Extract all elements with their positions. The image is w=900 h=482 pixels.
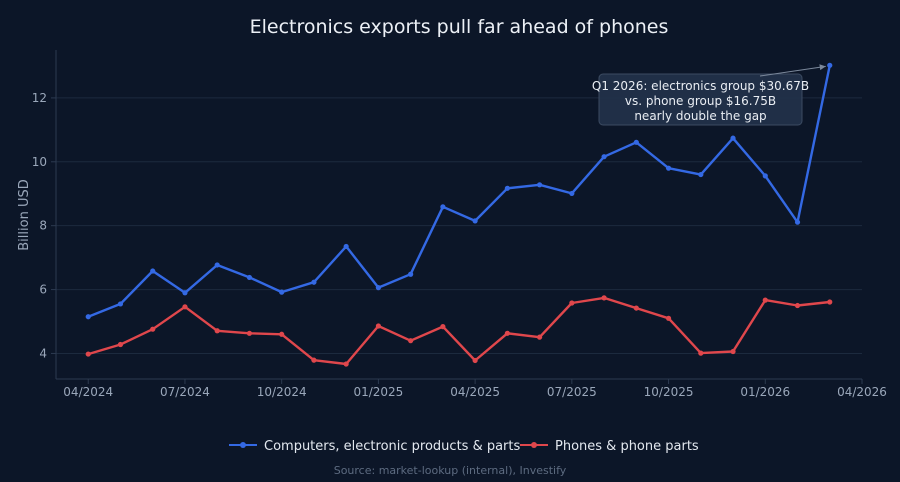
point-phones-2025-12[interactable] <box>730 348 736 355</box>
point-phones-2024-12[interactable] <box>343 361 349 367</box>
point-phones-2025-08[interactable] <box>601 295 607 301</box>
source-note: Source: market-lookup (internal), Invest… <box>334 464 567 477</box>
point-electronics-2024-10[interactable] <box>279 289 285 295</box>
y-axis-title: Billion USD <box>17 179 32 250</box>
point-electronics-2025-02[interactable] <box>408 271 414 277</box>
annotation-box <box>598 73 803 126</box>
point-phones-2025-02[interactable] <box>408 338 414 344</box>
point-electronics-2025-06[interactable] <box>537 182 543 188</box>
point-electronics-2025-03[interactable] <box>440 204 446 210</box>
point-electronics-2025-05[interactable] <box>504 185 510 191</box>
point-phones-2026-01[interactable] <box>762 297 768 303</box>
series-line-phones <box>86 296 831 366</box>
point-electronics-2025-07[interactable] <box>569 190 575 197</box>
point-phones-2024-10[interactable] <box>279 331 285 337</box>
point-phones-2024-05[interactable] <box>117 341 124 348</box>
point-electronics-2026-02[interactable] <box>794 219 801 225</box>
point-electronics-2026-03[interactable] <box>827 62 833 68</box>
xtick-label-2024-07: 07/2024 <box>160 385 210 399</box>
point-electronics-2024-04[interactable] <box>85 314 91 320</box>
annotation-line-2: vs. phone group $16.75B <box>625 94 776 108</box>
point-phones-2025-10[interactable] <box>665 315 672 321</box>
xtick-label-2026-01: 01/2026 <box>740 385 790 399</box>
point-electronics-2025-04[interactable] <box>472 218 478 224</box>
legend-label-phones: Phones & phone parts <box>555 439 699 454</box>
point-phones-2025-04[interactable] <box>472 357 478 364</box>
annotation-arrowhead <box>819 64 826 71</box>
point-electronics-2025-11[interactable] <box>698 171 704 178</box>
ytick-label-6: 6 <box>39 283 47 297</box>
legend-marker-electronics <box>240 442 246 448</box>
xtick-label-2024-10: 10/2024 <box>257 385 307 399</box>
point-electronics-2026-01[interactable] <box>762 173 768 179</box>
x-ticks: 04/2024 07/2024 10/2024 01/2025 04/2025 07/20… <box>63 379 887 399</box>
point-electronics-2024-08[interactable] <box>214 262 220 268</box>
point-phones-2025-03[interactable] <box>440 324 446 330</box>
series-line-electronics <box>86 64 831 318</box>
point-phones-2024-11[interactable] <box>311 357 317 363</box>
series-layer <box>85 62 833 367</box>
point-phones-2024-06[interactable] <box>150 326 156 332</box>
point-electronics-2024-12[interactable] <box>343 243 349 250</box>
point-phones-2026-03[interactable] <box>827 299 833 305</box>
axes-layer <box>55 50 862 380</box>
point-electronics-2025-10[interactable] <box>665 165 672 171</box>
ytick-label-12: 12 <box>32 91 47 105</box>
point-phones-2025-11[interactable] <box>698 350 704 356</box>
annotation-line-1: Q1 2026: electronics group $30.67B <box>592 79 809 93</box>
point-electronics-2024-05[interactable] <box>117 301 124 307</box>
ytick-label-4: 4 <box>39 346 47 360</box>
legend-item-phones[interactable]: Phones & phone parts <box>520 439 699 454</box>
point-phones-2024-09[interactable] <box>246 330 253 336</box>
point-phones-2025-05[interactable] <box>504 330 510 336</box>
legend-marker-phones <box>531 442 537 448</box>
point-electronics-2025-09[interactable] <box>633 139 639 145</box>
point-phones-2024-04[interactable] <box>85 351 91 357</box>
ytick-label-10: 10 <box>32 155 47 169</box>
point-phones-2024-08[interactable] <box>214 328 220 334</box>
xtick-label-2026-04: 04/2026 <box>837 385 887 399</box>
point-electronics-2025-12[interactable] <box>730 135 736 141</box>
annotation-line-3: nearly double the gap <box>634 109 766 123</box>
grid-layer <box>56 97 862 354</box>
point-electronics-2024-07[interactable] <box>182 290 188 296</box>
y-ticks: 4 6 8 10 12 <box>32 91 56 360</box>
xtick-label-2025-01: 01/2025 <box>353 385 403 399</box>
point-electronics-2024-09[interactable] <box>246 274 253 281</box>
point-phones-2025-09[interactable] <box>633 305 639 311</box>
point-phones-2025-01[interactable] <box>375 323 381 329</box>
point-phones-2025-07[interactable] <box>569 300 575 306</box>
ytick-label-8: 8 <box>39 219 47 233</box>
legend-label-electronics: Computers, electronic products & parts <box>264 439 520 454</box>
xtick-label-2024-04: 04/2024 <box>63 385 113 399</box>
xtick-label-2025-07: 07/2025 <box>547 385 597 399</box>
point-phones-2026-02[interactable] <box>794 302 801 309</box>
point-phones-2024-07[interactable] <box>182 304 188 310</box>
point-electronics-2025-01[interactable] <box>375 285 381 291</box>
point-electronics-2024-11[interactable] <box>311 279 317 285</box>
xtick-label-2025-04: 04/2025 <box>450 385 500 399</box>
point-phones-2025-06[interactable] <box>537 334 543 340</box>
chart-title: Electronics exports pull far ahead of ph… <box>250 16 669 38</box>
legend-item-electronics[interactable]: Computers, electronic products & parts <box>229 439 520 454</box>
point-electronics-2025-08[interactable] <box>601 154 607 160</box>
xtick-label-2025-10: 10/2025 <box>644 385 694 399</box>
legend: Computers, electronic products & parts P… <box>229 439 699 454</box>
annotation: Q1 2026: electronics group $30.67B vs. p… <box>592 64 826 126</box>
annotation-arrow <box>759 65 826 77</box>
point-electronics-2024-06[interactable] <box>150 268 156 274</box>
